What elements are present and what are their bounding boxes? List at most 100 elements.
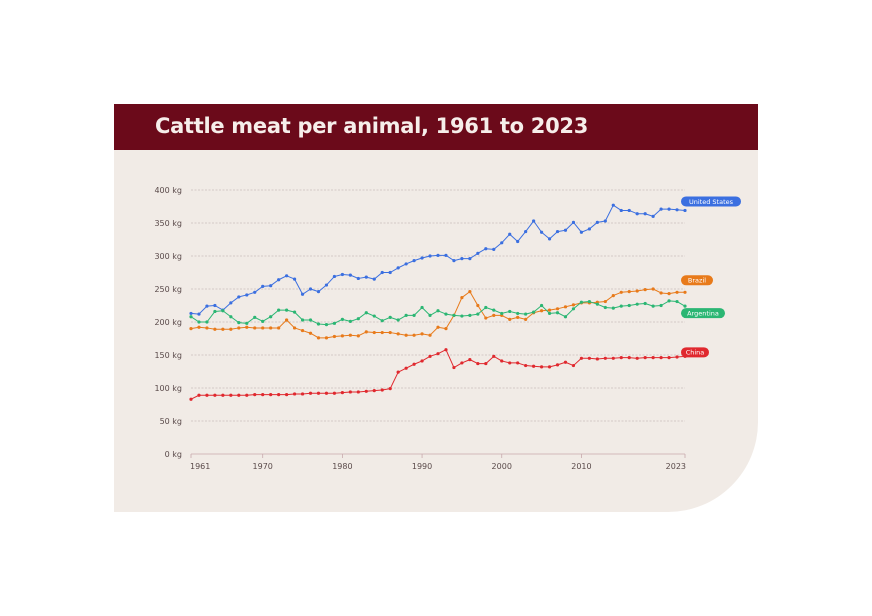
data-point <box>292 392 297 396</box>
data-point <box>508 232 512 236</box>
y-tick-label: 200 kg <box>154 318 182 327</box>
data-point <box>324 323 329 327</box>
data-point <box>269 284 273 288</box>
data-point <box>340 272 344 277</box>
data-point <box>452 259 456 263</box>
data-point <box>316 290 321 294</box>
data-point <box>587 356 591 360</box>
data-point <box>539 230 544 234</box>
data-point <box>324 336 329 340</box>
data-point <box>300 392 305 396</box>
chart-title: Cattle meat per animal, 1961 to 2023 <box>155 114 589 138</box>
data-point <box>587 299 591 304</box>
data-point <box>524 317 528 321</box>
data-point <box>603 305 607 310</box>
data-point <box>428 354 432 358</box>
data-point <box>492 313 496 317</box>
data-point <box>603 299 607 304</box>
data-point <box>388 270 392 275</box>
data-point <box>364 275 368 279</box>
data-point <box>484 316 488 320</box>
x-tick-label: 1990 <box>412 462 432 471</box>
data-point <box>571 307 576 311</box>
data-point <box>245 393 249 397</box>
data-point <box>300 292 305 296</box>
data-point <box>484 361 488 366</box>
data-point <box>340 317 344 321</box>
data-point <box>253 393 257 397</box>
data-point <box>316 322 321 326</box>
data-point <box>603 356 607 360</box>
data-point <box>436 325 440 329</box>
data-point <box>492 247 496 251</box>
series-label: Brazil <box>688 277 706 285</box>
data-point <box>340 391 344 395</box>
data-point <box>516 311 520 316</box>
x-tick-label: 2023 <box>666 462 686 471</box>
series-line-china <box>190 349 686 400</box>
data-point <box>213 327 217 331</box>
data-point <box>468 313 472 317</box>
data-point <box>197 312 201 316</box>
data-point <box>245 325 249 329</box>
data-point <box>420 256 424 260</box>
data-point <box>492 308 496 312</box>
data-point <box>332 391 337 395</box>
data-point <box>428 333 432 337</box>
data-point <box>484 247 488 251</box>
data-point <box>253 290 257 294</box>
data-point <box>205 393 209 397</box>
data-point <box>292 277 297 281</box>
data-point <box>683 208 687 213</box>
data-point <box>516 239 520 244</box>
data-point <box>468 358 472 362</box>
data-point <box>269 315 273 319</box>
data-point <box>595 302 599 306</box>
data-point <box>643 301 647 306</box>
data-point <box>532 364 536 368</box>
data-point <box>539 309 544 313</box>
data-point <box>364 389 368 393</box>
data-point <box>229 393 233 397</box>
data-point <box>269 326 273 330</box>
data-point <box>428 254 432 258</box>
data-point <box>261 326 265 330</box>
data-point <box>356 317 360 321</box>
x-tick-label: 1970 <box>253 462 273 471</box>
data-point <box>324 391 329 395</box>
data-point <box>667 299 671 303</box>
data-point <box>667 356 671 360</box>
data-point <box>221 393 225 397</box>
data-point <box>412 333 416 337</box>
data-point <box>340 334 344 338</box>
data-point <box>651 287 655 291</box>
data-point <box>380 319 384 323</box>
data-point <box>412 313 416 317</box>
series-label: China <box>686 349 705 357</box>
data-point <box>579 300 584 304</box>
y-tick-label: 0 kg <box>165 450 182 459</box>
data-point <box>659 303 663 308</box>
data-point <box>308 331 313 335</box>
data-point <box>563 305 568 309</box>
data-point <box>213 309 217 314</box>
data-point <box>356 276 360 281</box>
data-point <box>237 326 241 330</box>
data-point <box>245 321 249 325</box>
data-point <box>404 313 408 317</box>
y-tick-label: 350 kg <box>154 219 182 228</box>
data-point <box>611 203 615 207</box>
data-point <box>388 330 392 335</box>
data-point <box>516 315 520 319</box>
data-point <box>452 313 456 317</box>
data-point <box>229 315 233 319</box>
data-point <box>659 207 663 211</box>
data-point <box>396 332 400 336</box>
data-point <box>643 212 647 216</box>
data-point <box>316 336 321 340</box>
data-point <box>476 251 480 255</box>
data-point <box>484 305 488 310</box>
data-point <box>524 363 528 368</box>
data-point <box>571 363 576 368</box>
data-point <box>476 312 480 316</box>
